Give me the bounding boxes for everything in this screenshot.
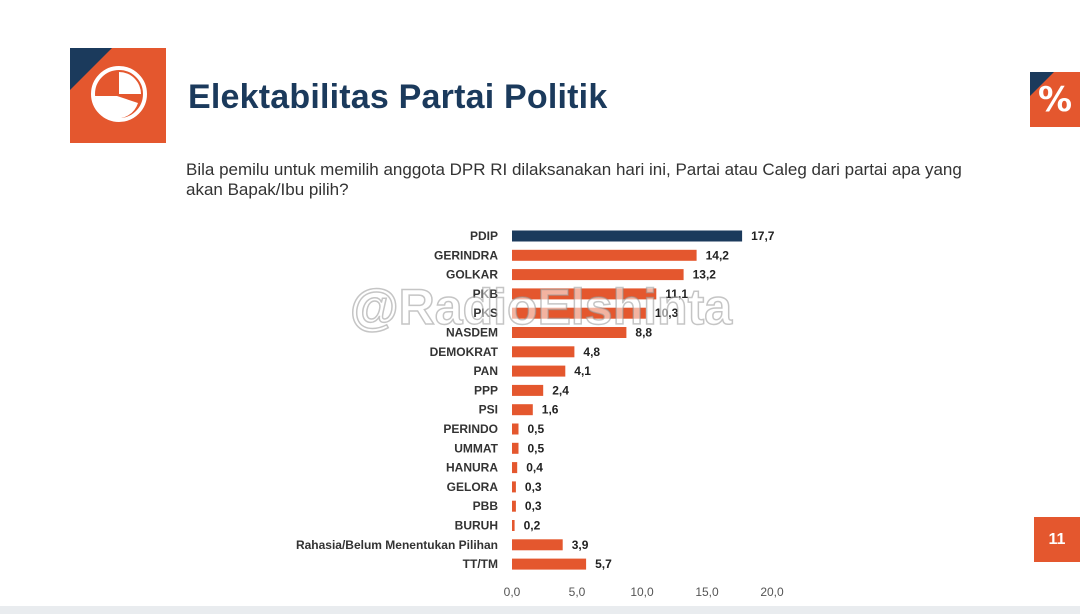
- percent-badge-corner: [1030, 72, 1054, 96]
- category-label: Rahasia/Belum Menentukan Pilihan: [296, 538, 498, 552]
- category-label: HANURA: [446, 461, 498, 475]
- data-label: 0,3: [525, 480, 542, 494]
- x-tick-label: 10,0: [630, 585, 654, 599]
- bar: [512, 346, 575, 358]
- category-label: PDIP: [470, 229, 498, 243]
- category-label: PERINDO: [443, 422, 498, 436]
- category-label: PAN: [474, 364, 498, 378]
- bar: [512, 249, 697, 261]
- percent-badge: %: [1030, 72, 1080, 127]
- bar: [512, 384, 544, 396]
- bar: [512, 404, 533, 416]
- x-tick-label: 5,0: [569, 585, 586, 599]
- category-label: PPP: [474, 383, 498, 397]
- category-label: PSI: [479, 403, 498, 417]
- category-label: PKB: [473, 287, 499, 301]
- data-label: 17,7: [751, 229, 775, 243]
- logo-badge: [70, 48, 166, 143]
- data-label: 11,1: [665, 287, 688, 301]
- data-label: 3,9: [572, 538, 589, 552]
- bar: [512, 500, 516, 512]
- bar: [512, 423, 519, 435]
- bar: [512, 539, 563, 551]
- x-tick-label: 20,0: [760, 585, 784, 599]
- data-label: 4,1: [574, 364, 591, 378]
- page-title: Elektabilitas Partai Politik: [188, 78, 608, 116]
- bar: [512, 462, 518, 474]
- bar: [512, 307, 646, 319]
- bar: [512, 558, 587, 570]
- bar: [512, 327, 627, 338]
- survey-question: Bila pemilu untuk memilih anggota DPR RI…: [186, 160, 962, 199]
- bar: [512, 230, 743, 242]
- data-label: 13,2: [693, 268, 717, 282]
- x-tick-label: 15,0: [695, 585, 719, 599]
- data-label: 0,5: [528, 422, 545, 436]
- data-label: 2,4: [552, 383, 569, 397]
- bottom-strip: [0, 606, 1080, 614]
- bar: [512, 269, 684, 281]
- x-tick-label: 0,0: [504, 585, 521, 599]
- pie-chart-icon: [91, 66, 147, 122]
- category-label: GERINDRA: [434, 248, 498, 262]
- category-label: PBB: [473, 499, 499, 513]
- bar: [512, 288, 657, 300]
- category-label: TT/TM: [463, 557, 498, 571]
- percent-icon: %: [1037, 80, 1073, 120]
- data-label: 0,5: [528, 441, 545, 455]
- data-label: 0,2: [524, 519, 541, 533]
- data-label: 8,8: [635, 326, 652, 340]
- category-label: DEMOKRAT: [430, 345, 499, 359]
- category-label: UMMAT: [454, 441, 498, 455]
- data-label: 5,7: [595, 557, 612, 571]
- page-number: 11: [1034, 517, 1080, 562]
- data-label: 0,3: [525, 499, 542, 513]
- bar: [512, 365, 566, 377]
- bar: [512, 442, 519, 454]
- category-label: GOLKAR: [446, 268, 498, 282]
- category-label: BURUH: [455, 519, 498, 533]
- bar: [512, 481, 516, 493]
- logo-corner: [70, 48, 112, 90]
- data-label: 0,4: [526, 461, 543, 475]
- data-label: 4,8: [583, 345, 600, 359]
- data-label: 14,2: [706, 248, 730, 262]
- data-label: 1,6: [542, 403, 559, 417]
- category-label: NASDEM: [446, 326, 498, 340]
- bar: [512, 520, 515, 531]
- category-label: PKS: [473, 306, 498, 320]
- data-label: 10,3: [655, 306, 679, 320]
- category-label: GELORA: [447, 480, 499, 494]
